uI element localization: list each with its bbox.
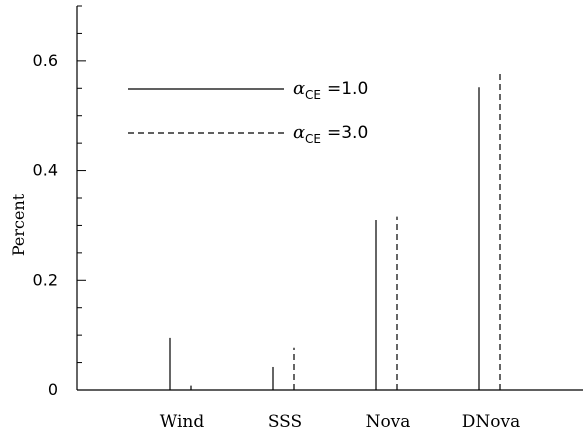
y-tick-label: 0 xyxy=(48,380,58,399)
y-tick-label: 0.2 xyxy=(33,270,58,289)
legend-subscript: CE xyxy=(305,88,321,102)
y-ticks: 0 0.2 0.4 0.6 xyxy=(33,5,86,399)
legend-symbol: α xyxy=(293,78,305,99)
y-tick-label: 0.4 xyxy=(33,161,58,180)
bars xyxy=(169,73,501,390)
legend-label: =1.0 xyxy=(327,79,368,99)
legend-symbol: α xyxy=(293,122,305,143)
axes xyxy=(76,6,583,391)
y-axis-label: Percent xyxy=(9,193,28,256)
x-tick-labels: Wind SSS Nova DNova xyxy=(160,412,520,432)
x-tick-label-dnova: DNova xyxy=(462,412,520,432)
legend: α CE =1.0α CE =3.0 xyxy=(128,78,368,146)
x-tick-label-sss: SSS xyxy=(268,412,302,432)
legend-subscript: CE xyxy=(305,132,321,146)
y-tick-label: 0.6 xyxy=(33,51,58,70)
x-tick-label-wind: Wind xyxy=(160,412,205,432)
legend-label: =3.0 xyxy=(327,123,368,143)
x-tick-label-nova: Nova xyxy=(366,412,411,432)
